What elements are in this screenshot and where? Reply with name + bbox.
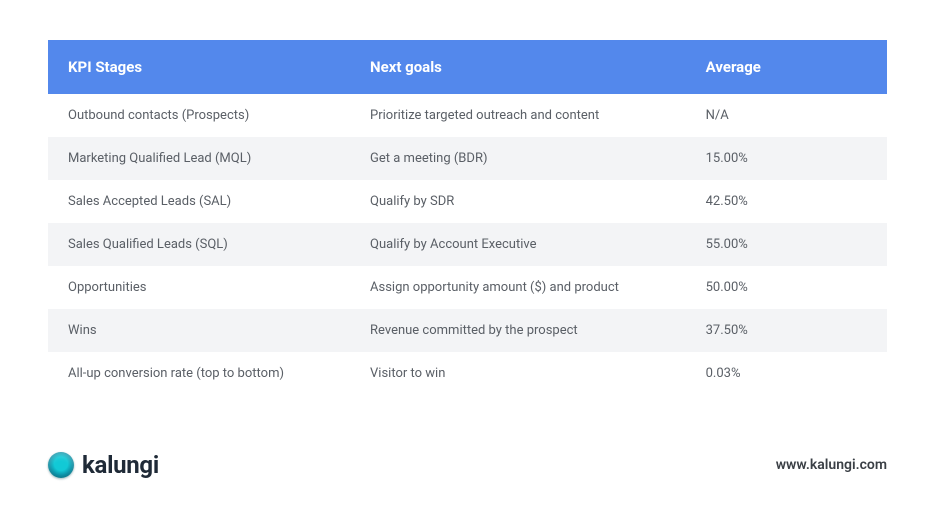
table-row: Sales Accepted Leads (SAL) Qualify by SD… — [48, 180, 887, 223]
cell-stage: Outbound contacts (Prospects) — [48, 94, 350, 137]
kpi-table: KPI Stages Next goals Average Outbound c… — [48, 40, 887, 395]
table-row: Opportunities Assign opportunity amount … — [48, 266, 887, 309]
cell-stage: Sales Qualified Leads (SQL) — [48, 223, 350, 266]
col-header-avg: Average — [686, 40, 887, 94]
col-header-stage: KPI Stages — [48, 40, 350, 94]
brand-url: www.kalungi.com — [776, 457, 887, 473]
footer: kalungi www.kalungi.com — [48, 431, 887, 479]
cell-stage: Marketing Qualified Lead (MQL) — [48, 137, 350, 180]
cell-stage: Wins — [48, 309, 350, 352]
col-header-goal: Next goals — [350, 40, 686, 94]
cell-goal: Get a meeting (BDR) — [350, 137, 686, 180]
table-row: Outbound contacts (Prospects) Prioritize… — [48, 94, 887, 137]
cell-goal: Qualify by Account Executive — [350, 223, 686, 266]
cell-goal: Qualify by SDR — [350, 180, 686, 223]
cell-avg: 42.50% — [686, 180, 887, 223]
cell-goal: Visitor to win — [350, 352, 686, 395]
cell-goal: Prioritize targeted outreach and content — [350, 94, 686, 137]
table-header-row: KPI Stages Next goals Average — [48, 40, 887, 94]
cell-avg: 55.00% — [686, 223, 887, 266]
kpi-table-container: KPI Stages Next goals Average Outbound c… — [48, 40, 887, 431]
table-row: Marketing Qualified Lead (MQL) Get a mee… — [48, 137, 887, 180]
cell-avg: 0.03% — [686, 352, 887, 395]
cell-stage: Sales Accepted Leads (SAL) — [48, 180, 350, 223]
table-row: Wins Revenue committed by the prospect 3… — [48, 309, 887, 352]
cell-avg: 50.00% — [686, 266, 887, 309]
brand-name: kalungi — [82, 451, 159, 479]
brand: kalungi — [48, 451, 159, 479]
cell-avg: 15.00% — [686, 137, 887, 180]
cell-avg: 37.50% — [686, 309, 887, 352]
cell-goal: Assign opportunity amount ($) and produc… — [350, 266, 686, 309]
cell-avg: N/A — [686, 94, 887, 137]
kalungi-logo-icon — [48, 452, 74, 478]
cell-goal: Revenue committed by the prospect — [350, 309, 686, 352]
cell-stage: All-up conversion rate (top to bottom) — [48, 352, 350, 395]
table-row: All-up conversion rate (top to bottom) V… — [48, 352, 887, 395]
table-row: Sales Qualified Leads (SQL) Qualify by A… — [48, 223, 887, 266]
cell-stage: Opportunities — [48, 266, 350, 309]
